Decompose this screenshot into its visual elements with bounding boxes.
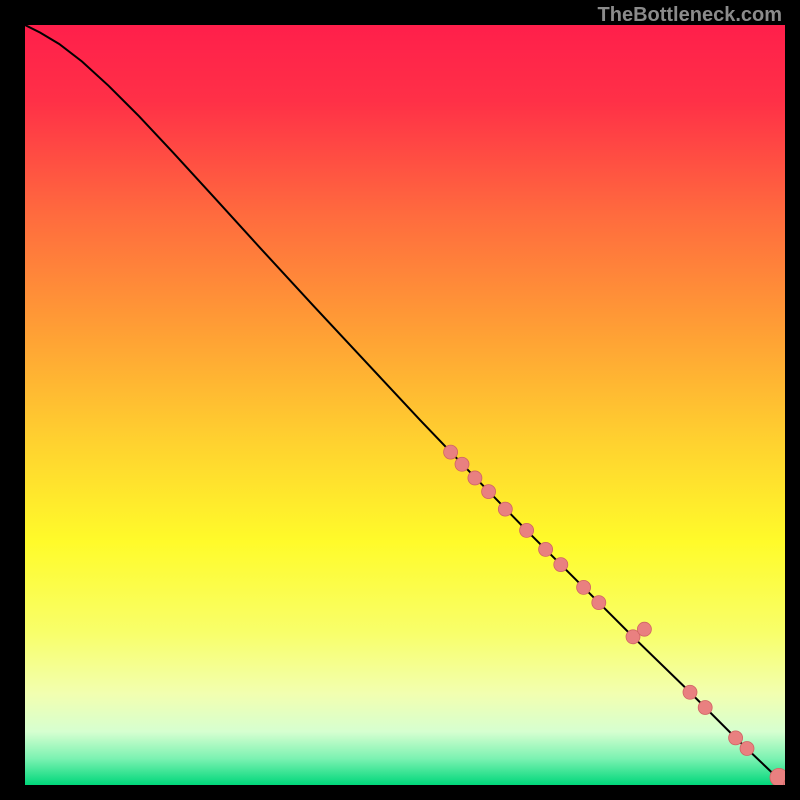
chart-marker <box>637 622 651 636</box>
chart-frame: { "watermark": { "text": "TheBottleneck.… <box>0 0 800 800</box>
watermark-text: TheBottleneck.com <box>598 4 782 27</box>
chart-marker <box>444 445 458 459</box>
chart-marker <box>520 523 534 537</box>
chart-marker <box>482 485 496 499</box>
chart-marker <box>554 558 568 572</box>
chart-marker <box>577 580 591 594</box>
chart-marker <box>468 471 482 485</box>
chart-marker <box>740 742 754 756</box>
chart-plot-area <box>25 25 785 785</box>
chart-marker <box>455 457 469 471</box>
chart-marker <box>498 502 512 516</box>
chart-marker <box>698 700 712 714</box>
chart-marker <box>770 768 785 785</box>
chart-svg <box>25 25 785 785</box>
chart-marker <box>539 542 553 556</box>
chart-marker <box>592 596 606 610</box>
chart-marker <box>729 731 743 745</box>
chart-marker <box>683 685 697 699</box>
